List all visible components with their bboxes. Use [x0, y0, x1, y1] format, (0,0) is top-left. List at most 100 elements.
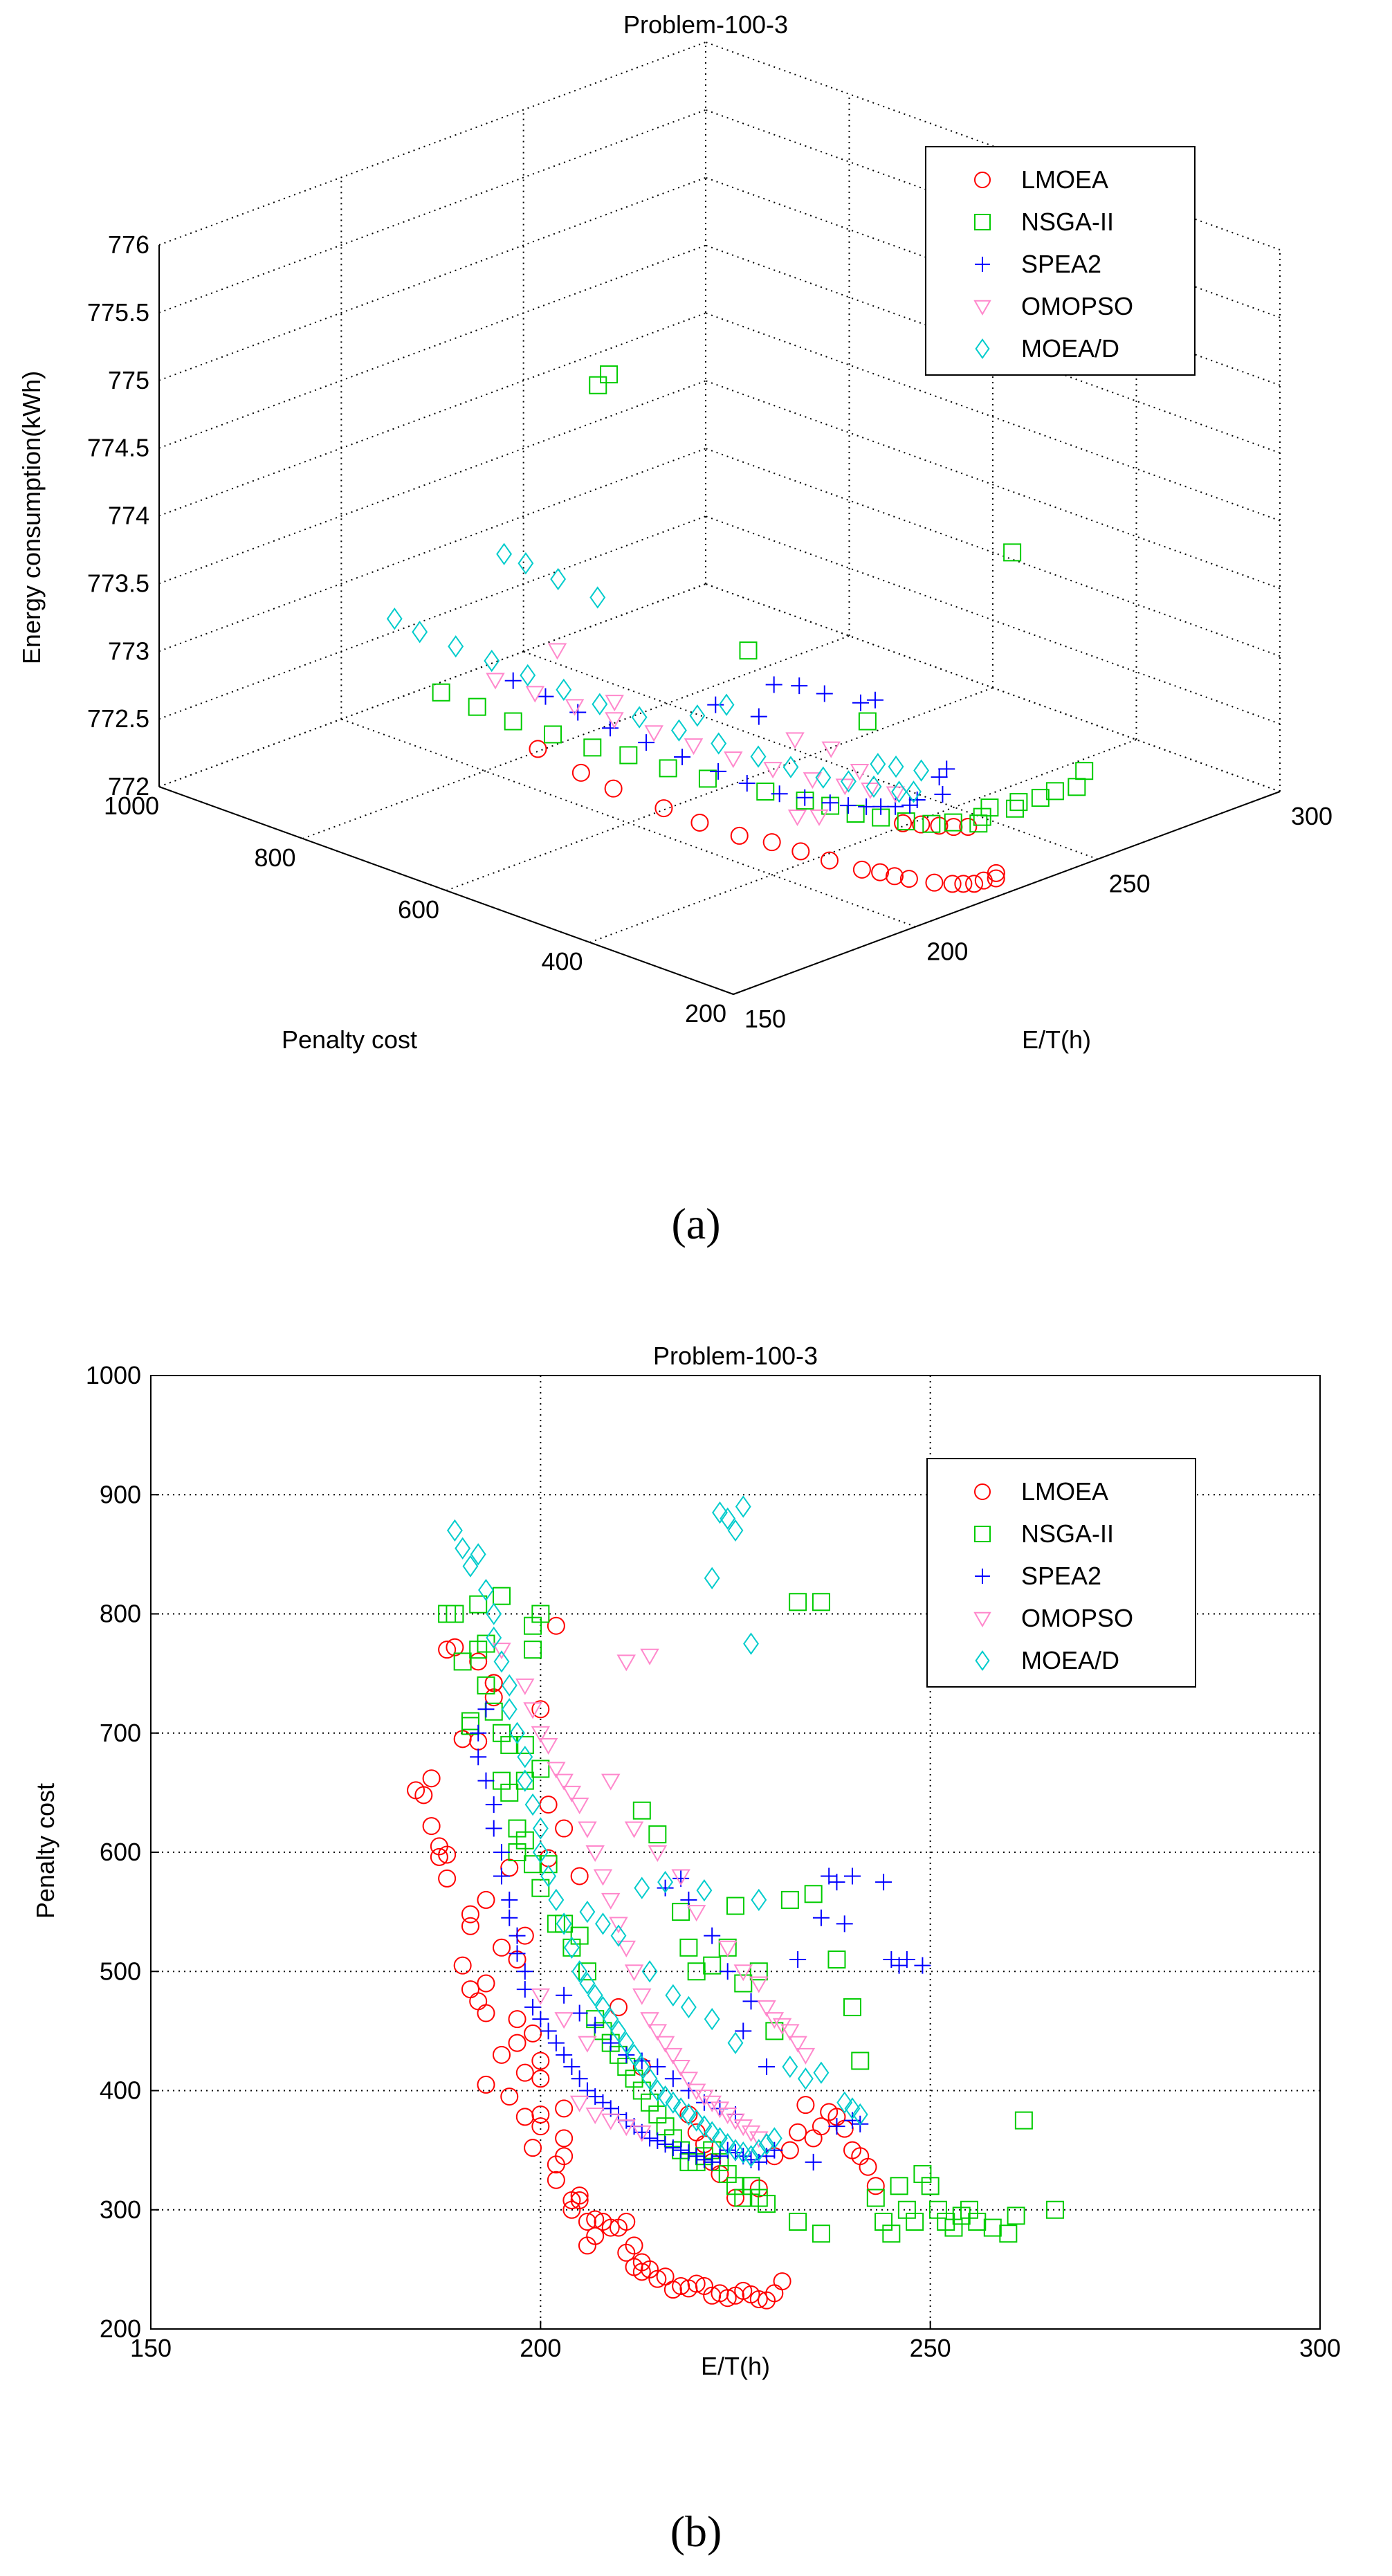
panel-b-point-moea-d	[735, 1495, 751, 1518]
panel-b-point-lmoea	[531, 1700, 550, 1719]
panel-b-point-moea-d	[446, 1519, 463, 1542]
panel-a-series-moea-d	[386, 542, 930, 803]
panel-a-point-omopso	[724, 751, 743, 769]
panel-a-point-omopso	[861, 782, 880, 799]
panel-b-point-lmoea	[461, 1905, 479, 1924]
panel-b-point-omopso	[624, 1821, 644, 1838]
panel-a-point-moea-d	[866, 775, 882, 798]
panel-b-point-omopso	[772, 2018, 792, 2035]
panel-b-point-nsga-ii	[453, 1652, 472, 1671]
panel-a-point-nsga-ii	[659, 759, 677, 778]
panel-b-point-nsga-ii	[789, 2212, 807, 2231]
panel-a-point-omopso	[486, 673, 505, 690]
panel-b-point-lmoea	[422, 1769, 441, 1788]
panel-b-point-spea2	[571, 2004, 588, 2022]
panel-b-point-moea-d	[657, 2085, 674, 2108]
panel-b-point-spea2	[914, 1957, 931, 1974]
panel-b-point-omopso	[616, 1940, 636, 1957]
panel-a-point-omopso	[821, 741, 841, 758]
panel-b-point-omopso	[648, 1845, 668, 1863]
panel-b-point-omopso	[593, 1869, 613, 1886]
panel-b-point-moea-d	[672, 2097, 689, 2120]
panel-a-point-moea-d	[589, 586, 606, 609]
panel-b-legend: LMOEA NSGA-II SPEA2 OMOPSO MOEA/D	[926, 1458, 1196, 1688]
panel-a-point-moea-d	[782, 756, 799, 778]
panel-b-y-tick-label: 900	[100, 1480, 141, 1508]
panel-b-point-nsga-ii	[804, 1885, 823, 1903]
panel-a-point-spea2	[872, 798, 890, 815]
panel-b-point-nsga-ii	[555, 1915, 574, 1933]
panel-b-point-lmoea	[508, 2034, 526, 2052]
panel-b-2d-scatter: 150 200 250 3002003004005006007008009001000…	[31, 1342, 1341, 2556]
panel-b-point-lmoea	[524, 2139, 542, 2157]
panel-b-point-spea2	[828, 1874, 845, 1891]
panel-b-point-spea2	[477, 1701, 495, 1718]
panel-b-point-spea2	[789, 1951, 807, 1968]
panel-b-series-omopso	[492, 1643, 816, 2148]
panel-b-point-omopso	[632, 2125, 652, 2142]
panel-b-series-moea-d	[446, 1495, 868, 2168]
panel-b-legend-marker-omopso	[973, 1611, 991, 1628]
panel-b-point-lmoea	[477, 1974, 495, 1993]
panel-a-point-moea-d	[870, 753, 886, 776]
panel-b-point-nsga-ii	[780, 1890, 799, 1909]
panel-b-point-omopso	[601, 2113, 621, 2130]
panel-b-point-moea-d	[649, 2079, 666, 2102]
panel-b-point-nsga-ii	[500, 1783, 519, 1802]
panel-b-point-spea2	[501, 1891, 518, 1908]
panel-b-point-nsga-ii	[890, 2177, 908, 2195]
panel-b-x-tick-label: 300	[1299, 2334, 1341, 2362]
panel-a-point-lmoea	[571, 763, 590, 782]
panel-b-point-omopso	[741, 2125, 761, 2142]
panel-b-point-moea-d	[696, 1879, 713, 1902]
panel-a-z-tick-label: 775.5	[87, 298, 149, 327]
panel-b-point-spea2	[719, 1963, 736, 1980]
panel-b-point-moea-d	[735, 2141, 751, 2164]
panel-b-y-tick-label: 1000	[86, 1361, 141, 1389]
panel-b-point-moea-d	[782, 2055, 798, 2079]
panel-b-point-lmoea	[477, 2075, 495, 2094]
panel-b-point-moea-d	[743, 1632, 759, 1655]
panel-b-point-spea2	[470, 1748, 487, 1766]
panel-a-point-moea-d	[448, 635, 464, 658]
panel-a-point-moea-d	[496, 542, 513, 565]
panel-a-point-nsga-ii	[1045, 782, 1064, 801]
panel-b-point-lmoea	[438, 1641, 457, 1659]
panel-a-point-nsga-ii	[1009, 793, 1028, 812]
panel-b-point-lmoea	[555, 1819, 574, 1838]
panel-b-point-moea-d	[556, 1912, 572, 1935]
panel-a-legend-label-spea2: SPEA2	[1021, 250, 1101, 278]
panel-b-point-omopso	[601, 1773, 621, 1791]
panel-a-point-lmoea	[894, 814, 913, 832]
panel-b-point-omopso	[624, 1964, 644, 1982]
panel-a-y-tick-label: 400	[541, 947, 583, 976]
panel-b-point-moea-d	[688, 2109, 705, 2132]
panel-a-point-omopso	[684, 738, 704, 756]
panel-b-legend-label-moea-d: MOEA/D	[1021, 1646, 1119, 1674]
panel-b-point-omopso	[663, 2047, 683, 2065]
panel-b-point-moea-d	[727, 1519, 744, 1542]
panel-a-point-spea2	[796, 789, 814, 806]
panel-b-point-lmoea	[438, 1845, 457, 1864]
panel-a-axes	[158, 245, 1281, 995]
panel-a-legend-marker-moea-d	[975, 338, 990, 359]
panel-a-point-moea-d	[750, 745, 767, 768]
panel-b-point-omopso	[671, 1869, 690, 1886]
panel-b-point-spea2	[493, 1867, 510, 1885]
panel-a-y-tick-label: 800	[254, 843, 295, 872]
panel-b-point-omopso	[632, 1988, 652, 2005]
panel-a-point-omopso	[835, 778, 855, 796]
panel-b-point-lmoea	[866, 2177, 885, 2195]
panel-b-point-moea-d	[657, 1870, 674, 1894]
panel-a-point-omopso	[850, 764, 870, 781]
panel-b-point-moea-d	[470, 1543, 486, 1566]
panel-b-point-lmoea	[773, 2272, 791, 2291]
panel-a-point-moea-d	[484, 649, 500, 673]
panel-b-point-omopso	[547, 1762, 566, 1779]
panel-b-point-moea-d	[603, 2008, 619, 2031]
panel-a-series-nsga-ii	[432, 365, 1094, 833]
panel-b-point-moea-d	[813, 2061, 830, 2084]
panel-b-grid	[150, 1375, 1321, 2330]
panel-b-point-omopso	[780, 2024, 800, 2041]
